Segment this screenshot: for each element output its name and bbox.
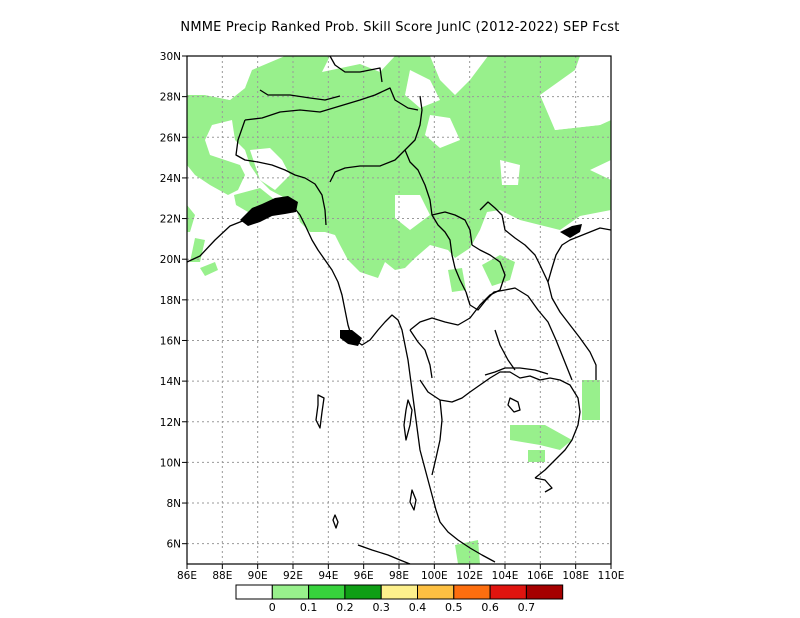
colorbar-swatch: [525, 584, 564, 600]
border: [431, 399, 443, 476]
x-tick-label: 110E: [598, 570, 625, 582]
y-tick-label: 16N: [160, 335, 181, 347]
map-title: NMME Precip Ranked Prob. Skill Score Jun…: [180, 20, 620, 35]
x-tick-label: 94E: [318, 570, 338, 582]
x-tick-label: 98E: [389, 570, 409, 582]
colorbar-label: 0.3: [372, 601, 390, 614]
skill-region: [482, 255, 515, 286]
colorbar-label: 0.1: [300, 601, 318, 614]
island: [409, 489, 417, 511]
skill-region: [187, 205, 195, 232]
skill-region: [528, 450, 545, 462]
border: [235, 119, 327, 226]
coastline: [534, 477, 553, 493]
colorbar-swatch: [271, 584, 310, 600]
y-tick-label: 14N: [160, 376, 181, 388]
y-tick-label: 28N: [160, 92, 181, 104]
border: [244, 87, 419, 121]
dense-coast-areas: [240, 196, 582, 346]
colorbar-swatch: [308, 584, 346, 600]
colorbar-label: 0.2: [336, 601, 354, 614]
y-tick-label: 22N: [160, 214, 181, 226]
island: [507, 397, 521, 413]
skill-region: [310, 195, 325, 230]
colorbar-swatch: [380, 584, 419, 600]
colorbar-label: 0.5: [445, 601, 463, 614]
skill-region: [448, 268, 466, 292]
y-tick-label: 6N: [166, 539, 181, 551]
skill-region: [510, 425, 572, 450]
island: [403, 399, 413, 441]
y-axis: 6N 8N 10N 12N 14N 16N 18N 20N 22N 24N 26N 28N 30N: [160, 51, 187, 551]
x-tick-label: 90E: [248, 570, 268, 582]
border: [494, 329, 516, 371]
border: [465, 287, 573, 381]
skill-region: [200, 262, 218, 276]
border: [329, 95, 423, 183]
island: [332, 514, 339, 529]
x-tick-label: 88E: [212, 570, 232, 582]
x-axis: 86E 88E 90E 92E 94E 96E 98E 100E 102E 104E 106E 108…: [177, 564, 624, 582]
x-tick-label: 100E: [421, 570, 448, 582]
border: [329, 56, 383, 83]
x-tick-label: 86E: [177, 570, 197, 582]
border: [404, 149, 467, 293]
y-tick-label: 18N: [160, 295, 181, 307]
y-tick-label: 12N: [160, 417, 181, 429]
border: [484, 367, 549, 376]
x-tick-label: 92E: [283, 570, 303, 582]
colorbar-swatch: [344, 584, 382, 600]
island: [315, 394, 325, 429]
colorbar-swatch: [453, 584, 491, 600]
x-tick-label: 102E: [456, 570, 483, 582]
x-tick-label: 108E: [562, 570, 589, 582]
border: [259, 89, 341, 101]
colorbar: 0 0.1 0.2 0.3 0.4 0.5 0.6 0.7: [235, 584, 564, 614]
y-tick-label: 10N: [160, 457, 181, 469]
coastline: [547, 227, 611, 380]
coastline: [357, 544, 411, 564]
border: [431, 211, 473, 246]
x-tick-label: 96E: [354, 570, 374, 582]
colorbar-label: 0: [269, 601, 276, 614]
coastline: [419, 371, 581, 479]
border: [409, 244, 506, 331]
y-tick-label: 20N: [160, 254, 181, 266]
y-tick-label: 24N: [160, 173, 181, 185]
graticule: [187, 56, 611, 564]
colorbar-label: 0.4: [409, 601, 427, 614]
colorbar-swatch: [417, 584, 455, 600]
colorbar-label: 0.7: [518, 601, 536, 614]
y-tick-label: 26N: [160, 132, 181, 144]
colorbar-label: 0.6: [481, 601, 499, 614]
colorbar-swatch: [235, 584, 273, 600]
y-tick-label: 30N: [160, 51, 181, 63]
skill-region: [455, 540, 480, 564]
colorbar-swatch: [489, 584, 527, 600]
y-tick-label: 8N: [166, 498, 181, 510]
border: [479, 201, 549, 283]
skill-region: [582, 380, 600, 420]
skill-region: [190, 238, 205, 262]
border: [409, 329, 433, 379]
x-tick-label: 106E: [527, 570, 554, 582]
x-tick-label: 104E: [492, 570, 519, 582]
